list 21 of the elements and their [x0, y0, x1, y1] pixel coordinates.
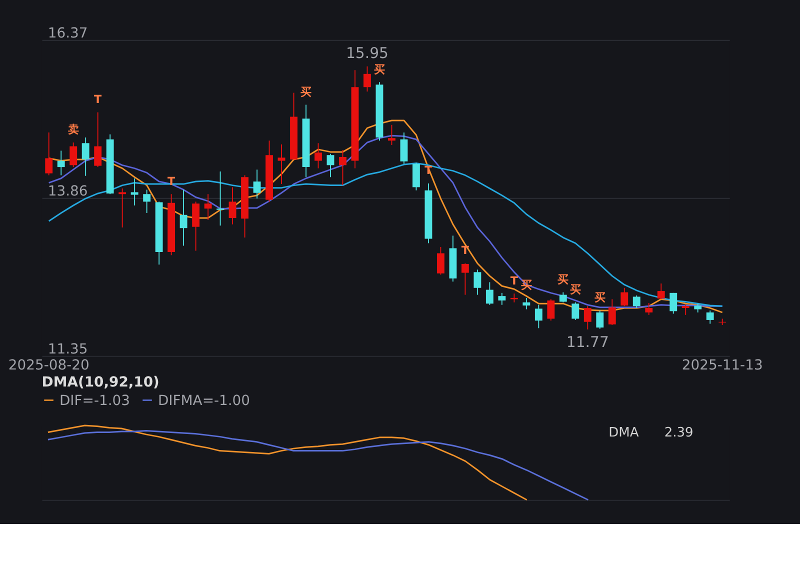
legend-label: DIF=-1.03 — [59, 392, 130, 409]
annotation: 买 — [570, 283, 581, 296]
annotation: T — [510, 274, 518, 288]
annotation: DMA — [608, 426, 639, 441]
annotation: 买 — [374, 62, 385, 76]
annotation: 买 — [594, 291, 606, 304]
x-tick-label: 2025-08-20 — [8, 357, 90, 374]
legend-label: DIFMA=-1.00 — [158, 392, 250, 409]
annotation: T — [94, 93, 102, 106]
chart-title: DMA(10,92,10) — [42, 374, 160, 391]
y-tick-label: 13.86 — [48, 184, 88, 200]
y-tick-label: 16.37 — [48, 26, 88, 42]
annotation: 买 — [558, 272, 569, 286]
y-tick-label: 11.35 — [48, 342, 88, 358]
annotation: T — [461, 244, 470, 258]
annotation: 卖 — [68, 123, 79, 136]
x-tick-label: 2025-11-13 — [682, 357, 763, 374]
annotation: 买 — [300, 85, 312, 98]
annotation: 2.39 — [664, 426, 694, 441]
annotation: 15.95 — [346, 44, 389, 62]
annotation: 11.77 — [566, 333, 609, 352]
